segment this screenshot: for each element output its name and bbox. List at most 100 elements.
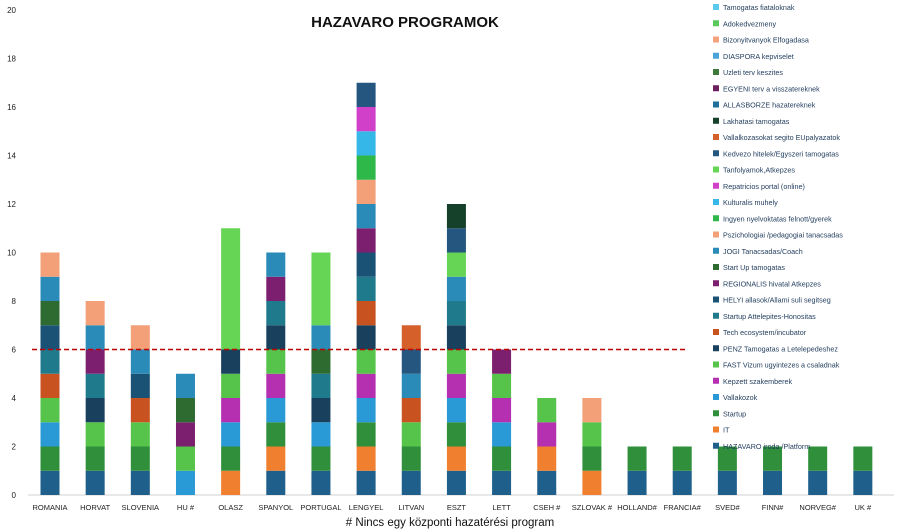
- legend-label: Start Up tamogatas: [723, 263, 785, 272]
- legend-label: Tanfolyamok,Atkepzes: [723, 166, 795, 175]
- legend-swatch: [713, 312, 719, 319]
- legend-label: Repatricios portal (online): [723, 182, 805, 191]
- bar-segment: [40, 470, 60, 495]
- bar-segment: [175, 422, 195, 447]
- x-tick-label: SVED#: [715, 503, 740, 512]
- legend-swatch: [713, 442, 719, 449]
- bar-segment: [130, 470, 150, 495]
- bar-segment: [40, 446, 60, 471]
- y-tick-label: 16: [7, 103, 16, 112]
- bar-segment: [130, 398, 150, 423]
- legend-label: EGYENI terv a visszatereknek: [723, 84, 820, 93]
- bar-segment: [175, 470, 195, 495]
- bar-segment: [808, 470, 828, 495]
- bar-segment: [40, 276, 60, 301]
- x-tick-label: FRANCIA#: [664, 503, 702, 512]
- bar-segment: [311, 349, 331, 374]
- bar-segment: [221, 470, 241, 495]
- bar-segment: [582, 470, 602, 495]
- legend-label: HELYI allasok/Allami suli segitseg: [723, 296, 831, 305]
- bar-segment: [175, 398, 195, 423]
- bar-segment: [40, 325, 60, 350]
- legend-swatch: [713, 264, 719, 270]
- bar-segment: [582, 422, 602, 447]
- x-tick-label: CSEH #: [533, 503, 561, 512]
- bar-segment: [401, 325, 421, 350]
- y-tick-label: 10: [7, 249, 16, 258]
- bar-segment: [130, 373, 150, 398]
- bar-segment: [356, 155, 376, 180]
- legend-swatch: [713, 117, 719, 124]
- legend-swatch: [713, 134, 719, 140]
- bar-segment: [492, 470, 512, 495]
- bar-segment: [401, 470, 421, 495]
- bar-segment: [130, 446, 150, 471]
- bar-segment: [221, 422, 241, 447]
- bar-segment: [266, 252, 286, 277]
- bar-segment: [356, 470, 376, 495]
- bar-segment: [446, 398, 466, 423]
- bar-segment: [221, 349, 241, 374]
- bar-segment: [85, 373, 105, 398]
- bar-segment: [85, 325, 105, 350]
- bar-segment: [40, 252, 60, 277]
- legend-swatch: [713, 280, 719, 287]
- bar-segment: [537, 422, 557, 447]
- y-tick-label: 12: [7, 200, 16, 209]
- bar-segment: [130, 422, 150, 447]
- bar-segment: [40, 422, 60, 447]
- legend-label: Kepzett szakemberek: [723, 377, 793, 386]
- bar-segment: [221, 373, 241, 398]
- bar-segment: [582, 398, 602, 423]
- bar-segment: [627, 446, 647, 471]
- bar-segment: [446, 252, 466, 277]
- legend-swatch: [713, 69, 719, 75]
- legend-label: Startup Attelepites-Honositas: [723, 312, 816, 321]
- bar-segment: [40, 398, 60, 423]
- legend-swatch: [713, 20, 719, 27]
- bar-segment: [311, 252, 331, 326]
- y-tick-label: 6: [12, 346, 17, 355]
- bar-segment: [401, 422, 421, 447]
- bar-segment: [356, 179, 376, 204]
- legend-label: Kedvezo hitelek/Egyszeri tamogatas: [723, 149, 839, 158]
- bar-segment: [446, 228, 466, 253]
- legend-label: IT: [723, 426, 730, 435]
- bar-segment: [266, 349, 286, 374]
- bar-segment: [672, 446, 692, 471]
- legend-swatch: [713, 231, 719, 238]
- bar-segment: [401, 446, 421, 471]
- legend-label: PENZ Tamogatas a Letelepedeshez: [723, 344, 838, 353]
- y-tick-label: 4: [12, 394, 17, 403]
- bar-segment: [311, 398, 331, 423]
- bar-segment: [40, 373, 60, 398]
- legend-swatch: [713, 410, 719, 417]
- bar-segment: [356, 446, 376, 471]
- bar-segment: [582, 446, 602, 471]
- footnote: # Nincs egy központi hazatérési program: [346, 517, 554, 529]
- bar-segment: [401, 349, 421, 374]
- bar-segment: [446, 446, 466, 471]
- bar-segment: [537, 470, 557, 495]
- x-tick-label: FINN#: [762, 503, 784, 512]
- bar-segment: [446, 470, 466, 495]
- x-tick-label: ESZT: [447, 503, 467, 512]
- chart-bars: ROMANIA HORVAT SLOVENIA HU # OLASZ SPANYOL POR…: [32, 82, 873, 512]
- legend-label: FAST Vizum ugyintezes a csaladnak: [723, 361, 840, 370]
- bar-segment: [356, 204, 376, 229]
- bar-segment: [763, 470, 783, 495]
- legend-swatch: [713, 85, 719, 92]
- bar-segment: [356, 349, 376, 374]
- legend-label: Vallalkozasokat segito EUpalyazatok: [723, 133, 840, 142]
- legend-label: DIASPORA kepviselet: [723, 52, 794, 61]
- legend-swatch: [713, 361, 719, 368]
- legend-swatch: [713, 36, 719, 43]
- bar-segment: [311, 470, 331, 495]
- bar-segment: [446, 325, 466, 350]
- bar-segment: [446, 422, 466, 447]
- bar-segment: [311, 422, 331, 447]
- legend-swatch: [713, 247, 719, 254]
- bar-segment: [627, 470, 647, 495]
- legend-swatch: [713, 345, 719, 352]
